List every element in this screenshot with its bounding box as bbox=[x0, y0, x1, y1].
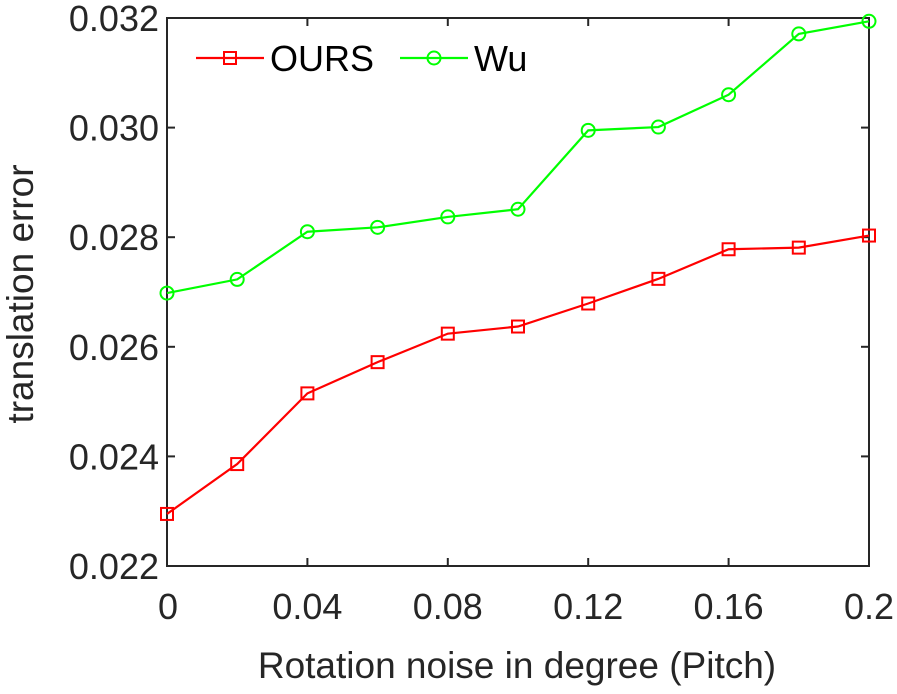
data-point bbox=[581, 296, 596, 311]
y-axis-label: translation error bbox=[0, 164, 41, 423]
data-point bbox=[721, 242, 736, 257]
data-point bbox=[651, 271, 666, 286]
data-point bbox=[160, 506, 174, 521]
series-layer bbox=[159, 13, 877, 521]
y-tick-label: 0.028 bbox=[69, 217, 159, 258]
data-point bbox=[791, 26, 807, 42]
x-tick-label: 0.16 bbox=[694, 586, 764, 627]
x-tick-label: 0.12 bbox=[553, 586, 623, 627]
y-tick-label: 0.032 bbox=[69, 0, 159, 39]
data-point bbox=[230, 457, 245, 472]
y-tick-label: 0.026 bbox=[69, 327, 159, 368]
x-tick-label: 0 bbox=[158, 586, 178, 627]
legend-marker bbox=[223, 51, 237, 65]
series-ours bbox=[160, 228, 876, 521]
data-point bbox=[440, 209, 456, 225]
legend-label: OURS bbox=[270, 38, 374, 79]
legend-entry: OURS bbox=[196, 38, 374, 79]
data-point bbox=[300, 386, 315, 401]
data-point bbox=[791, 240, 806, 255]
y-tick-label: 0.022 bbox=[69, 546, 159, 587]
data-point bbox=[229, 271, 245, 287]
y-tick-label: 0.030 bbox=[69, 108, 159, 149]
data-point bbox=[299, 224, 315, 240]
y-tick-label: 0.024 bbox=[69, 436, 159, 477]
x-tick-label: 0.08 bbox=[413, 586, 483, 627]
data-point bbox=[861, 13, 877, 29]
legend-label: Wu bbox=[474, 38, 527, 79]
x-axis: 0 0.04 0.08 0.12 0.16 0.2 bbox=[158, 18, 894, 627]
data-point bbox=[440, 326, 455, 341]
legend-marker bbox=[426, 50, 442, 66]
data-point bbox=[511, 319, 525, 334]
data-point bbox=[159, 285, 175, 301]
series-wu bbox=[159, 13, 877, 301]
data-point bbox=[370, 355, 385, 370]
x-tick-label: 0.04 bbox=[272, 586, 342, 627]
data-point bbox=[862, 228, 876, 243]
series-line bbox=[166, 234, 870, 515]
legend-entry: Wu bbox=[400, 38, 527, 79]
data-point bbox=[650, 119, 666, 135]
data-point bbox=[580, 122, 596, 138]
data-point bbox=[370, 219, 386, 235]
series-line bbox=[166, 20, 870, 295]
y-axis: 0.022 0.024 0.026 0.028 0.030 0.032 bbox=[69, 0, 869, 587]
data-point bbox=[721, 87, 737, 103]
legend: OURS Wu bbox=[196, 38, 527, 79]
data-point bbox=[510, 201, 526, 217]
x-tick-label: 0.2 bbox=[844, 586, 894, 627]
x-axis-label: Rotation noise in degree (Pitch) bbox=[258, 645, 776, 686]
